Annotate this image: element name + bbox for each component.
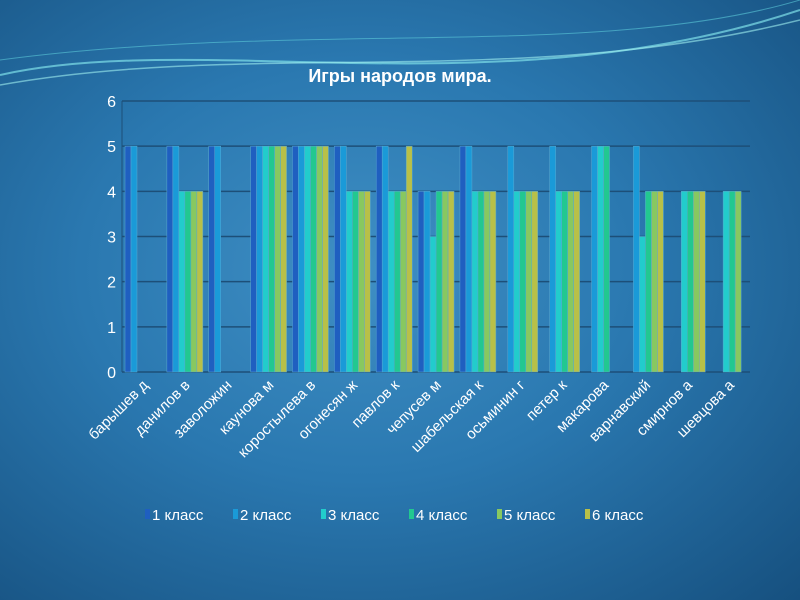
bar (531, 191, 539, 373)
bar (292, 145, 299, 373)
bar (316, 145, 323, 373)
bar (597, 145, 604, 373)
bar (346, 191, 353, 373)
bar (405, 145, 413, 373)
bar (507, 145, 515, 373)
bar (358, 191, 365, 373)
legend-swatch (321, 509, 326, 519)
bar (298, 145, 305, 373)
legend-label: 4 класс (416, 507, 468, 524)
y-tick-label: 4 (107, 184, 116, 201)
legend-swatch (145, 509, 150, 519)
legend-label: 6 класс (592, 507, 644, 524)
bar (208, 145, 215, 373)
bar (423, 191, 431, 373)
chart-title: Игры народов мира. (308, 66, 491, 86)
bar (651, 191, 658, 373)
bar (657, 191, 664, 373)
bar (633, 145, 640, 373)
bar (441, 191, 449, 373)
bar (483, 191, 491, 373)
legend-swatch (497, 509, 502, 519)
y-tick-label: 2 (107, 275, 116, 292)
bar (549, 145, 556, 373)
bar (364, 191, 371, 373)
bar (459, 145, 467, 373)
y-tick-label: 1 (107, 320, 116, 337)
bar (268, 145, 275, 373)
bar (250, 145, 257, 373)
bar (465, 145, 473, 373)
bar (262, 145, 269, 373)
bar (513, 191, 521, 373)
bar (489, 191, 497, 373)
bar (184, 191, 192, 373)
bar (722, 191, 730, 373)
bar (214, 145, 221, 373)
y-tick-label: 3 (107, 230, 116, 247)
bar (417, 191, 425, 373)
bar (196, 191, 204, 373)
bar (280, 145, 287, 373)
bar (639, 236, 646, 373)
bar (567, 191, 574, 373)
bar (555, 191, 562, 373)
bar (322, 145, 329, 373)
bar (519, 191, 527, 373)
bar (681, 191, 688, 373)
bar (304, 145, 311, 373)
y-tick-label: 0 (107, 365, 116, 382)
bar (591, 145, 598, 373)
bar (603, 145, 610, 373)
x-tick-label: шабельская к (408, 377, 487, 456)
bar (645, 191, 652, 373)
legend-label: 1 класс (152, 507, 204, 524)
legend-swatch (585, 509, 590, 519)
bar (190, 191, 198, 373)
bar (334, 145, 341, 373)
bar (447, 191, 455, 373)
bar (178, 191, 186, 373)
bar (274, 145, 281, 373)
legend-label: 2 класс (240, 507, 292, 524)
bar (352, 191, 359, 373)
y-tick-label: 5 (107, 139, 116, 156)
bar (124, 145, 132, 373)
legend-label: 3 класс (328, 507, 380, 524)
legend-swatch (409, 509, 414, 519)
bar (728, 191, 736, 373)
bar (310, 145, 317, 373)
bar (687, 191, 694, 373)
bar (399, 191, 407, 373)
bar (435, 191, 443, 373)
y-tick-label: 6 (107, 94, 116, 111)
bar (381, 145, 389, 373)
legend-swatch (233, 509, 238, 519)
bar (525, 191, 533, 373)
bar (256, 145, 263, 373)
bar (561, 191, 568, 373)
bar (387, 191, 395, 373)
bar (429, 236, 437, 373)
bar (573, 191, 580, 373)
legend-label: 5 класс (504, 507, 556, 524)
bar (471, 191, 479, 373)
bar (693, 191, 700, 373)
bar (699, 191, 706, 373)
bar (393, 191, 401, 373)
bar (375, 145, 383, 373)
bar (130, 145, 138, 373)
bar (477, 191, 485, 373)
bar (734, 191, 742, 373)
bar (172, 145, 180, 373)
bar (340, 145, 347, 373)
bar (166, 145, 174, 373)
